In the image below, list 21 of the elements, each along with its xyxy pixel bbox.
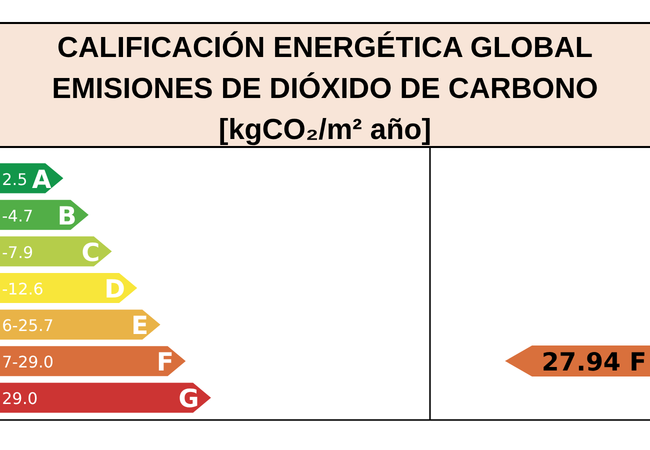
text: [kgCO₂/m² año]: [218, 113, 432, 148]
annotation: 6-25.7: [2, 316, 54, 336]
y-tick-label: D: [104, 274, 126, 304]
bar: [0, 382, 211, 413]
y-tick-label: C: [81, 238, 100, 267]
annotation: 7-29.0: [2, 352, 54, 372]
annotation: -7.9: [2, 242, 34, 262]
text: CALIFICACIÓN ENERGÉTICA GLOBAL EMISIONES DE DIÓXIDO DE CARBONO: [50, 30, 600, 107]
y-tick-label: E: [131, 311, 148, 340]
y-tick-label: F: [156, 348, 174, 377]
bar: [0, 310, 160, 340]
y-tick-label: A: [32, 164, 52, 194]
annotation: -4.7: [2, 206, 34, 226]
bar: [0, 346, 186, 376]
bar: [0, 273, 138, 303]
annotation: 2.5: [2, 170, 28, 189]
text: 27.94 F: [542, 348, 646, 376]
annotation: -12.6: [2, 280, 44, 298]
y-tick-label: B: [58, 201, 77, 230]
annotation: 29.0: [2, 389, 38, 408]
y-tick-label: G: [178, 384, 199, 414]
